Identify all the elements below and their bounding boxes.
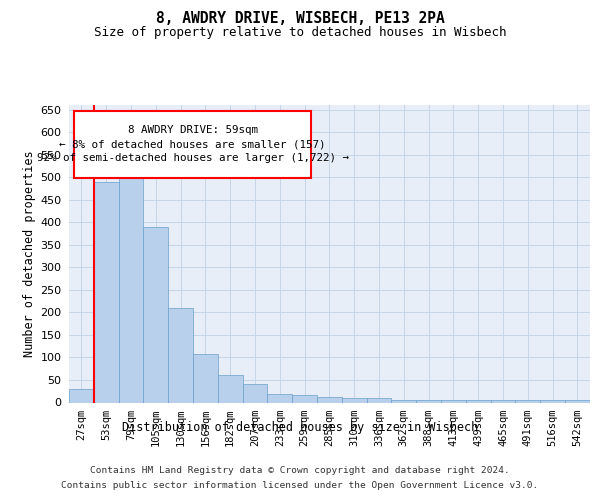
Bar xyxy=(515,400,540,402)
Bar xyxy=(416,400,441,402)
Bar xyxy=(193,354,218,403)
Bar xyxy=(317,396,342,402)
Bar xyxy=(119,175,143,402)
Text: Size of property relative to detached houses in Wisbech: Size of property relative to detached ho… xyxy=(94,26,506,39)
Bar xyxy=(218,376,242,402)
Text: Contains HM Land Registry data © Crown copyright and database right 2024.: Contains HM Land Registry data © Crown c… xyxy=(90,466,510,475)
Text: Distribution of detached houses by size in Wisbech: Distribution of detached houses by size … xyxy=(122,421,478,434)
Text: 8, AWDRY DRIVE, WISBECH, PE13 2PA: 8, AWDRY DRIVE, WISBECH, PE13 2PA xyxy=(155,11,445,26)
Bar xyxy=(342,398,367,402)
Y-axis label: Number of detached properties: Number of detached properties xyxy=(23,150,36,357)
Bar xyxy=(69,389,94,402)
Bar xyxy=(540,400,565,402)
Text: Contains public sector information licensed under the Open Government Licence v3: Contains public sector information licen… xyxy=(61,481,539,490)
Bar xyxy=(491,400,515,402)
Bar xyxy=(268,394,292,402)
Text: 8 AWDRY DRIVE: 59sqm
← 8% of detached houses are smaller (157)
92% of semi-detac: 8 AWDRY DRIVE: 59sqm ← 8% of detached ho… xyxy=(37,126,349,164)
Bar xyxy=(367,398,391,402)
Bar xyxy=(143,226,168,402)
Bar xyxy=(391,400,416,402)
Bar xyxy=(242,384,268,402)
Bar xyxy=(466,400,491,402)
Bar xyxy=(168,308,193,402)
Bar xyxy=(565,400,590,402)
Bar xyxy=(441,400,466,402)
Bar xyxy=(292,396,317,402)
Bar xyxy=(94,182,119,402)
FancyBboxPatch shape xyxy=(74,111,311,178)
